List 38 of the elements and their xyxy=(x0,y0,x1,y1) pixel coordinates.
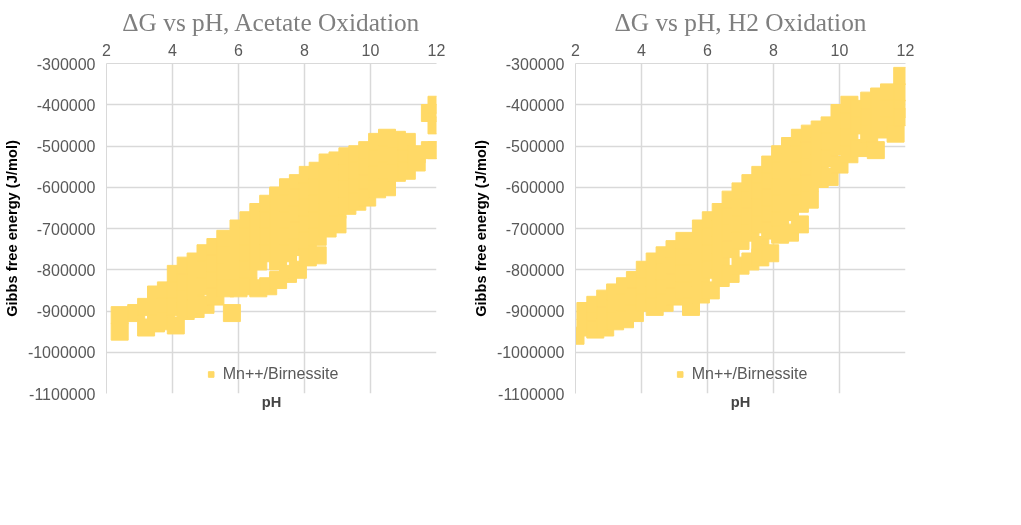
x-tick-label: 12 xyxy=(427,41,446,59)
y-tick-label: -1100000 xyxy=(498,385,565,403)
x-tick-label: 4 xyxy=(168,41,178,59)
y-tick-label: -400000 xyxy=(505,96,565,114)
x-tick-label: 8 xyxy=(300,41,310,59)
y-tick-label: -900000 xyxy=(36,303,96,320)
x-tick-label: 2 xyxy=(102,41,112,59)
y-axis-title: Gibbs free energy (J/mol) xyxy=(3,140,20,317)
y-tick-label: -700000 xyxy=(505,220,565,238)
chart-title: ΔG vs pH, H2 Oxidation xyxy=(614,7,867,36)
legend-label: Mn++/Birnessite xyxy=(222,365,339,383)
y-axis-title: Gibbs free energy (J/mol) xyxy=(472,140,489,317)
y-tick-label: -800000 xyxy=(36,261,96,279)
y-tick-label: -900000 xyxy=(505,303,565,320)
y-tick-label: -300000 xyxy=(36,55,96,73)
y-tick-label: -300000 xyxy=(505,55,565,73)
x-tick-label: 12 xyxy=(896,41,915,59)
x-tick-label: 8 xyxy=(769,41,779,59)
y-tick-label: -600000 xyxy=(505,179,565,197)
x-axis-title: pH xyxy=(261,393,282,410)
x-tick-label: 6 xyxy=(703,41,713,59)
y-tick-label: -600000 xyxy=(36,179,96,197)
x-tick-label: 6 xyxy=(234,41,244,59)
x-tick-label: 2 xyxy=(571,41,581,59)
y-tick-label: -800000 xyxy=(505,261,565,279)
y-tick-label: -500000 xyxy=(36,138,96,155)
x-tick-label: 10 xyxy=(361,41,380,59)
y-tick-label: -700000 xyxy=(36,220,96,238)
y-tick-label: -1000000 xyxy=(27,344,96,362)
y-tick-label: -1000000 xyxy=(496,344,565,362)
y-tick-label: -500000 xyxy=(505,138,565,155)
chart-title: ΔG vs pH, Acetate Oxidation xyxy=(122,7,420,36)
y-tick-label: -400000 xyxy=(36,96,96,114)
x-axis-title: pH xyxy=(730,393,751,410)
y-tick-label: -1100000 xyxy=(29,385,96,403)
x-tick-label: 10 xyxy=(830,41,849,59)
x-tick-label: 4 xyxy=(637,41,647,59)
legend-label: Mn++/Birnessite xyxy=(691,365,808,383)
